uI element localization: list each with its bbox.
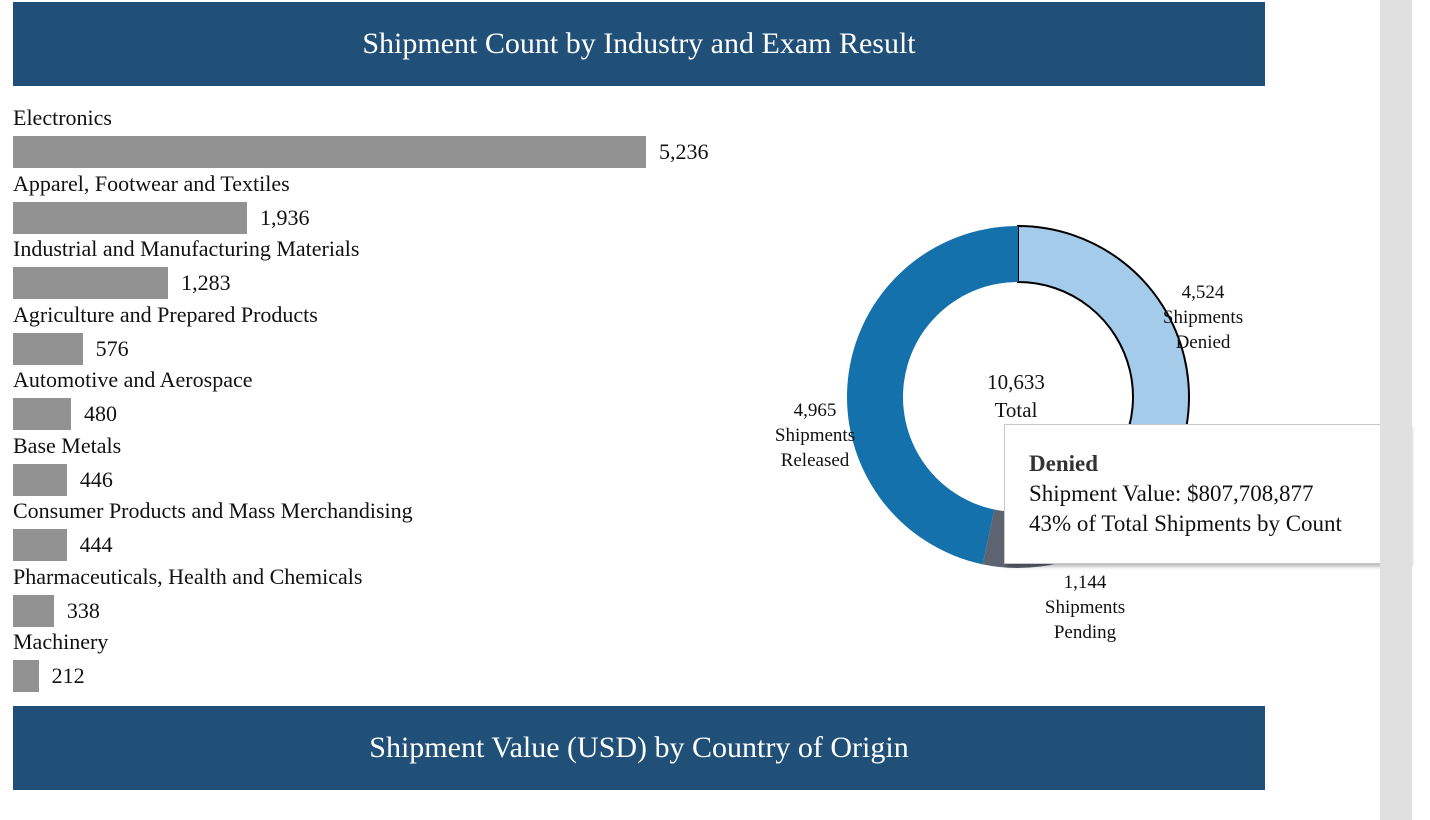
bar-value-label: 576 [95,335,129,361]
donut-total-value: 10,633 [987,370,1045,394]
bar-value-label: 212 [51,663,85,688]
tooltip-shipment-value: Shipment Value: $807,708,877 [1029,481,1314,506]
donut-total-caption: Total [994,398,1038,422]
bar-value-label: 446 [79,466,113,492]
bar-category-label: Apparel, Footwear and Textiles [13,170,290,196]
tooltip-percent: 43% of Total Shipments by Count [1029,511,1342,536]
slice-tooltip: Denied Shipment Value: $807,708,877 43% … [1004,424,1410,564]
bar-value-label: 1,283 [181,270,231,295]
industry-bar[interactable] [13,267,169,299]
scrollbar-track[interactable] [1380,0,1412,820]
industry-bar[interactable] [13,594,54,627]
bar-value-label: 444 [79,532,113,557]
chart-title: Shipment Count by Industry and Exam Resu… [362,27,916,60]
donut-center-label: 10,633 Total [974,368,1058,424]
bar-category-label: Electronics [13,105,112,130]
industry-bar[interactable] [13,660,39,692]
bar-category-label: Industrial and Manufacturing Materials [13,236,360,261]
bar-value-label: 1,936 [260,204,310,230]
bar-value-label: 480 [84,401,118,426]
bar-category-label: Base Metals [13,432,122,458]
donut-slice-released[interactable] [847,226,1018,565]
section-title: Shipment Value (USD) by Country of Origi… [369,731,909,764]
bar-category-label: Machinery [13,629,109,654]
industry-bar[interactable] [13,332,83,365]
bar-category-label: Consumer Products and Mass Merchandising [13,498,413,523]
industry-bar[interactable] [13,463,67,496]
industry-bar[interactable] [13,529,67,561]
donut-label-released: 4,965 Shipments Released [774,400,856,471]
industry-bar[interactable] [13,398,72,430]
bar-value-label: 338 [66,597,100,623]
industry-bar[interactable] [13,201,248,234]
value-section-banner: Shipment Value (USD) by Country of Origi… [13,706,1265,790]
chart-header-banner: Shipment Count by Industry and Exam Resu… [13,2,1265,86]
bar-value-label: 5,236 [659,139,709,164]
bar-category-label: Automotive and Aerospace [13,367,253,392]
donut-label-pending: 1,144 Shipments Pending [1044,572,1126,643]
tooltip-title: Denied [1029,451,1098,476]
donut-label-denied: 4,524 Shipments Denied [1162,282,1244,353]
industry-bar[interactable] [13,136,646,168]
bar-category-label: Pharmaceuticals, Health and Chemicals [13,563,363,589]
bar-category-label: Agriculture and Prepared Products [13,301,318,327]
